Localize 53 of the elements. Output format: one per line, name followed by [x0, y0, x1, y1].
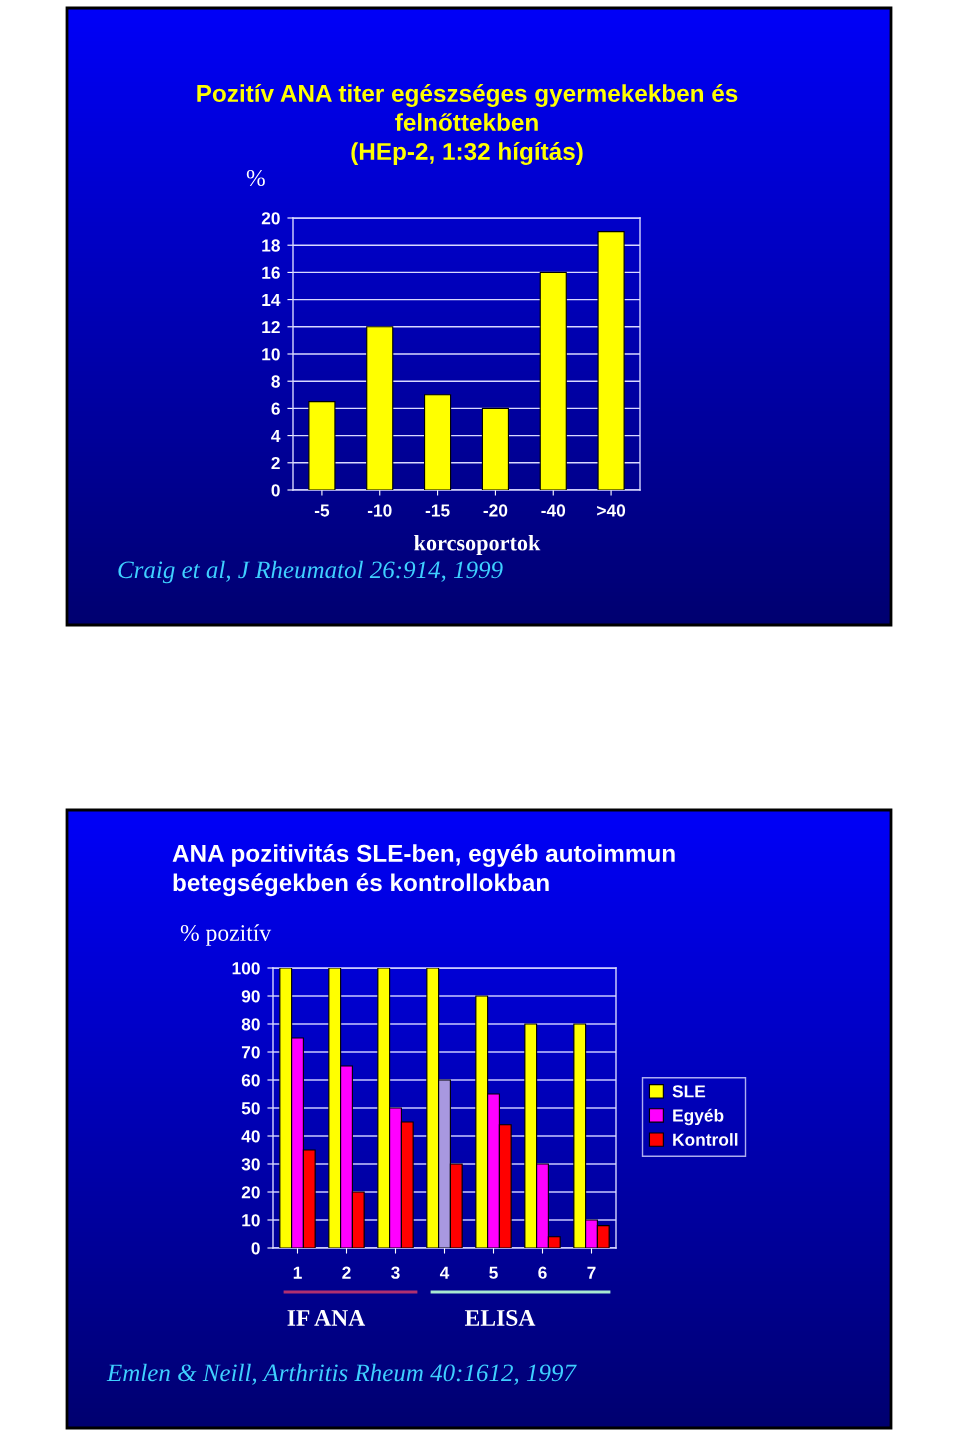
y-tick-label: 0	[251, 1242, 260, 1255]
bar	[366, 326, 394, 490]
bar	[597, 231, 625, 490]
y-tick-label: 10	[242, 1214, 260, 1227]
legend-label: Kontroll	[673, 1133, 738, 1146]
y-tick-label: 20	[241, 1186, 260, 1199]
x-tick-label: -15	[425, 504, 450, 517]
bar	[539, 271, 567, 490]
x-axis-title: korcsoportok	[414, 534, 541, 556]
text: ELISA	[464, 1310, 536, 1326]
bar	[481, 407, 509, 490]
y-tick-label: 4	[271, 429, 281, 442]
x-tick-label: >40	[597, 504, 626, 517]
y-axis-title: %	[246, 169, 265, 186]
bar	[424, 394, 452, 490]
y-tick-label: 50	[241, 1102, 260, 1115]
chart-title: ANA pozitivitás SLE-ben, egyéb autoimmun betegségekben és kontrollokban	[172, 844, 675, 897]
x-tick-label: 5	[489, 1266, 498, 1279]
y-tick-label: 60	[241, 1074, 260, 1087]
text: IF ANA	[287, 1310, 366, 1326]
y-tick-label: 20	[261, 212, 280, 225]
y-tick-label: 10	[262, 348, 280, 361]
y-tick-label: 40	[241, 1130, 260, 1143]
legend-label: SLE	[672, 1085, 706, 1098]
y-tick-label: 12	[262, 320, 280, 334]
chart-title: Pozitív ANA titer egészséges gyermekekben és felnőttekben (HEp-2, 1:32 hígítás)	[197, 84, 738, 166]
text: Craig et al, J Rheumatol 26:914, 1999	[118, 560, 503, 584]
x-tick-label: 2	[342, 1266, 351, 1279]
y-tick-label: 30	[241, 1158, 260, 1171]
y-tick-label: 14	[262, 293, 281, 306]
y-tick-label: 16	[262, 266, 280, 279]
bar	[308, 401, 336, 490]
x-tick-label: -10	[367, 504, 392, 517]
x-tick-label: 1	[293, 1266, 302, 1279]
y-tick-label: 8	[271, 375, 280, 388]
y-tick-label: 18	[262, 239, 280, 252]
x-tick-label: -40	[541, 504, 566, 517]
y-tick-label: 70	[241, 1046, 260, 1059]
x-tick-label: 6	[538, 1266, 547, 1279]
x-tick-label: 4	[439, 1266, 450, 1279]
y-tick-label: 100	[232, 962, 260, 975]
y-axis-title: % pozitív	[180, 924, 272, 946]
x-tick-label: 7	[587, 1266, 596, 1279]
x-tick-label: -5	[314, 504, 330, 517]
text: Emlen & Neill, Arthritis Rheum 40:1612, 1997	[106, 1363, 577, 1385]
y-tick-label: 90	[241, 990, 260, 1003]
x-tick-label: -20	[483, 504, 508, 517]
y-tick-label: 2	[271, 456, 280, 470]
y-tick-label: 80	[241, 1018, 260, 1031]
y-tick-label: 6	[271, 402, 280, 415]
legend-label: Egyéb	[673, 1108, 724, 1126]
x-tick-label: 3	[391, 1266, 400, 1279]
y-tick-label: 0	[271, 484, 280, 497]
